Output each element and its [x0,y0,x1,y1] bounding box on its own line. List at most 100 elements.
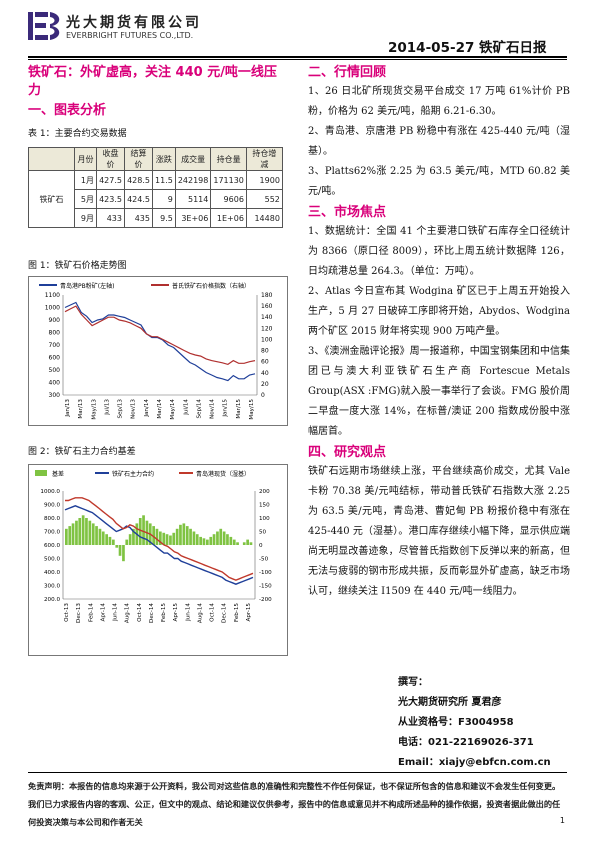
y-left-tick: 1100 [45,292,60,299]
y-right-tick: 20 [261,381,269,388]
x-tick: Jan/14 [144,399,150,418]
table-cell: 552 [245,189,283,209]
basis-bar [101,531,105,545]
basis-bar [236,542,239,545]
author-email[interactable]: Email：xiajy@ebfcn.com.cn [398,757,551,768]
table-cell: 242198 [174,170,212,190]
basis-bar [162,532,166,545]
table-cell: 14480 [245,208,283,228]
basis-bar [195,534,199,545]
y-left-tick: 400.0 [44,570,60,576]
basis-bar [91,523,95,545]
basis-chart: 基差 铁矿石主力合约 青岛港现货（湿基） 1000.0 900.0 800.0 700.0 6… [28,464,288,656]
series-line-pb-fines [64,301,256,382]
x-tick: Feb-15 [234,603,240,622]
basis-bar [122,545,125,562]
series-line-main-contract [64,505,254,585]
x-tick: Apr-14 [100,603,106,622]
basis-bar [105,534,108,545]
x-tick: Dec-14 [149,603,155,623]
y-right-tick: 50 [259,530,267,536]
y-left-tick: 700 [49,342,61,349]
basis-bar [192,531,196,545]
x-tick: Apr-15 [246,603,252,622]
table-cell: 5月 [74,189,97,209]
basis-bar [249,542,253,545]
x-tick: Jul/13 [104,399,110,416]
y-right-tick: 40 [261,370,269,377]
y-left-tick: 400 [49,380,61,387]
table-row: 5月 423.5 424.5 9 5114 9606 552 [29,189,283,209]
series-line-qingdao-spot [65,497,254,581]
basis-bar [185,526,189,545]
x-tick: Nov/13 [131,399,137,419]
basis-bar [112,539,115,545]
x-tick: Sep/14 [196,399,202,419]
table-cell: 11.5 [152,170,176,190]
basis-bar [98,528,102,545]
legend-label: 青岛港PB粉矿(左轴) [60,282,114,290]
report-title: 2014-05-27 铁矿石日报 [388,40,547,56]
table-header: 涨跌 [152,147,176,171]
basis-bar [165,534,169,545]
x-tick: Oct-13 [64,603,70,622]
y-right-tick: 60 [261,359,269,366]
x-tick: Jan/13 [65,399,71,418]
company-logo [28,12,62,40]
table-cell: 1900 [245,170,283,190]
y-left-tick: 900 [49,317,61,324]
y-right-tick: 0 [259,543,263,549]
price-trend-chart: 青岛港PB粉矿(左轴) 普氏铁矿石价格指数（右轴） 1100 1000 900 800 70… [28,276,288,426]
author-block: 撰写： 光大期货研究所 夏君彦 从业资格号：F3004958 电话：021-22… [398,673,551,773]
table-cell: 424.5 [124,189,153,209]
table-header: 成交量 [174,147,212,171]
basis-bar [115,545,119,548]
x-tick: May/13 [91,399,97,420]
y-right-tick: 100 [261,336,273,343]
y-right-tick: 160 [261,303,273,310]
x-tick: Aug-14 [125,603,131,623]
y-left-tick: 900.0 [44,503,60,509]
y-right-tick: -100 [259,570,272,576]
y-right-tick: 80 [261,348,269,355]
table-header: 月份 [74,147,97,171]
table-cell: 171130 [210,170,247,190]
basis-bar [71,523,75,545]
basis-bar [246,539,249,545]
basis-bar [179,524,182,546]
basis-bar [222,531,226,545]
section-market-review: 二、行情回顾 [308,65,387,80]
x-tick: Jul/14 [183,399,189,416]
y-right-tick: 200 [259,489,270,495]
table-header [28,147,75,171]
table-header-row: 月份 收盘价 结算价 涨跌 成交量 持仓量 持仓增减 [28,147,283,171]
basis-bar [199,536,202,545]
table-cell: 433 [96,208,125,228]
section-market-focus: 三、市场焦点 [308,205,387,220]
y-left-tick: 1000 [45,305,60,312]
basis-bar [155,528,159,545]
author-label: 撰写： [398,677,428,688]
header-divider-thin [28,59,567,60]
y-left-tick: 500 [49,367,61,374]
y-left-tick: 800.0 [44,516,60,522]
y-right-tick: 100 [259,516,270,522]
basis-bar [81,515,85,545]
basis-bar [159,531,162,545]
author-license: 从业资格号：F3004958 [398,717,514,728]
contract-table: 月份 收盘价 结算价 涨跌 成交量 持仓量 持仓增减 铁矿石 1月 427.5 … [28,147,283,228]
focus-item: 2、Atlas 今日宣布其 Wodgina 矿区已于上周五开始投入生产，5 月 … [308,286,570,337]
basis-bar [125,539,129,545]
basis-bar [175,528,179,545]
disclaimer: 免责声明：本报告的信息均来源于公开资料，我公司对这些信息的准确性和完整性不作任何… [28,781,561,827]
right-column: 二、行情回顾 1、26 日北矿所现货交易平台成交 17 万吨 61%计价 PB … [308,64,570,602]
author-phone: 电话：021-22169026-371 [398,737,534,748]
table-row: 铁矿石 1月 427.5 428.5 11.5 242198 171130 19… [28,170,283,228]
review-item: 3、Platts62%涨 2.25 为 63.5 美元/吨，MTD 60.82 … [308,166,570,197]
y-right-tick: -50 [259,557,269,563]
x-tick: Apr-15 [173,603,179,622]
review-item: 1、26 日北矿所现货交易平台成交 17 万吨 61%计价 PB 粉，价格为 6… [308,86,570,117]
basis-bar [206,539,209,545]
table-header: 持仓增减 [245,147,283,171]
x-tick: Nov/14 [210,399,216,419]
